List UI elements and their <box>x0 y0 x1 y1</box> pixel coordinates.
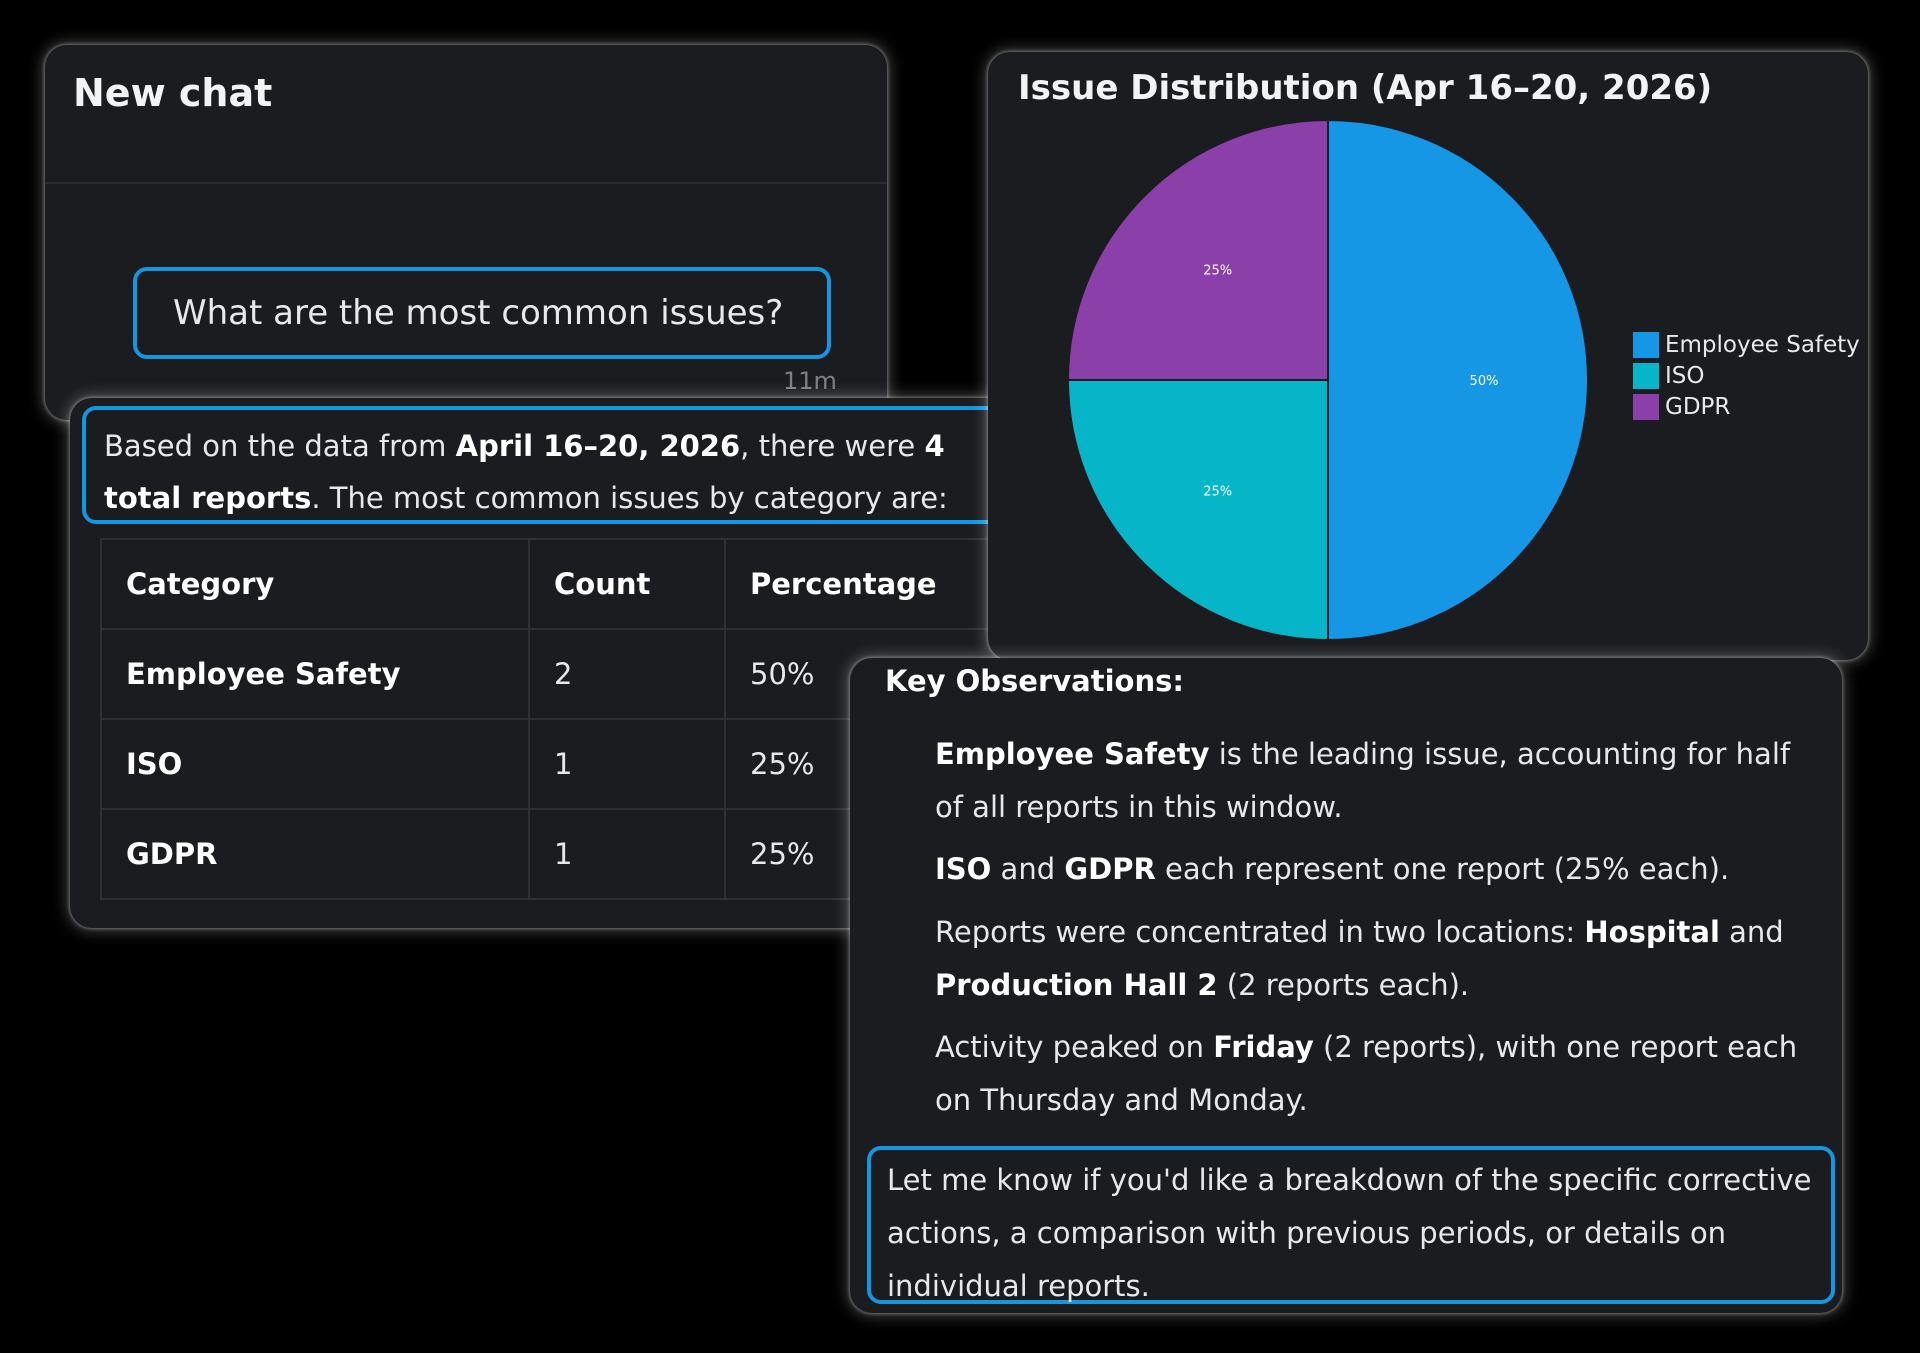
table-row: Employee Safety 2 50% <box>100 628 1022 720</box>
message-timestamp: 11m <box>783 367 837 395</box>
total-reports: 4 total reports <box>104 429 945 515</box>
obs-text: (2 reports), with one report each on Thu… <box>935 1030 1798 1117</box>
user-message-text: What are the most common issues? <box>173 293 784 333</box>
pie-data-label: 25% <box>1203 484 1232 499</box>
pie-chart: 50% 25% 25% <box>1066 118 1589 642</box>
observation-item: Reports were concentrated in two locatio… <box>935 906 1815 1012</box>
table-header-row: Category Count Percentage <box>100 538 1022 630</box>
obs-bold: Hospital <box>1584 915 1720 949</box>
summary-text: Based on the data from April 16–20, 2026… <box>104 420 1003 524</box>
obs-text: (2 reports each). <box>1217 968 1470 1002</box>
user-message-bubble[interactable]: What are the most common issues? <box>133 267 831 359</box>
obs-text: is the leading issue, accounting for hal… <box>935 737 1791 824</box>
summary-part: . The most common issues by category are… <box>311 481 948 515</box>
cell-category: ISO <box>100 718 530 810</box>
obs-text: and <box>1719 915 1784 949</box>
closing-text: Let me know if you'd like a breakdown of… <box>887 1163 1812 1303</box>
chart-panel: Issue Distribution (Apr 16–20, 2026) 50%… <box>988 52 1868 660</box>
legend-label: ISO <box>1665 363 1705 389</box>
legend-swatch <box>1633 394 1659 420</box>
obs-text: Reports were concentrated in two locatio… <box>935 915 1585 949</box>
summary-part: Based on the data from <box>104 429 456 463</box>
chart-title: Issue Distribution (Apr 16–20, 2026) <box>1018 68 1713 108</box>
cell-count: 2 <box>528 628 726 720</box>
header-percentage: Percentage <box>724 538 1022 630</box>
chat-title: New chat <box>73 71 273 115</box>
obs-bold: Production Hall 2 <box>935 968 1218 1002</box>
obs-text: Activity peaked on <box>935 1030 1214 1064</box>
cell-count: 1 <box>528 718 726 810</box>
date-range: April 16–20, 2026 <box>455 429 741 463</box>
obs-bold: Employee Safety <box>935 737 1210 771</box>
closing-highlight: Let me know if you'd like a breakdown of… <box>867 1146 1835 1304</box>
legend-item: Employee Safety <box>1633 330 1860 360</box>
pie-data-label: 50% <box>1470 374 1499 389</box>
pie-slice-employee-safety <box>1327 118 1589 642</box>
cell-category: GDPR <box>100 808 530 900</box>
obs-bold: Friday <box>1213 1030 1314 1064</box>
cell-category: Employee Safety <box>100 628 530 720</box>
obs-bold: ISO <box>935 852 992 886</box>
header-category: Category <box>100 538 530 630</box>
chat-panel: New chat What are the most common issues… <box>45 45 887 420</box>
legend-item: GDPR <box>1633 392 1730 422</box>
obs-text: each represent one report (25% each). <box>1155 852 1730 886</box>
summary-highlight: Based on the data from April 16–20, 2026… <box>82 406 1031 524</box>
divider <box>45 182 887 184</box>
obs-text: and <box>991 852 1065 886</box>
cell-count: 1 <box>528 808 726 900</box>
pie-data-label: 25% <box>1203 264 1232 279</box>
legend-swatch <box>1633 332 1659 358</box>
pie-slice-iso <box>1066 379 1329 642</box>
legend-item: ISO <box>1633 361 1705 391</box>
observation-item: Activity peaked on Friday (2 reports), w… <box>935 1021 1815 1127</box>
obs-bold: GDPR <box>1064 852 1156 886</box>
legend-label: GDPR <box>1665 394 1731 420</box>
summary-part: , there were <box>740 429 925 463</box>
header-count: Count <box>528 538 726 630</box>
pie-slice-gdpr <box>1066 118 1329 381</box>
legend-swatch <box>1633 363 1659 389</box>
observation-item: ISO and GDPR each represent one report (… <box>935 843 1815 896</box>
observations-panel: Key Observations: Employee Safety is the… <box>850 658 1842 1313</box>
observations-title: Key Observations: <box>885 664 1184 698</box>
observation-item: Employee Safety is the leading issue, ac… <box>935 728 1815 834</box>
legend-label: Employee Safety <box>1665 332 1860 358</box>
